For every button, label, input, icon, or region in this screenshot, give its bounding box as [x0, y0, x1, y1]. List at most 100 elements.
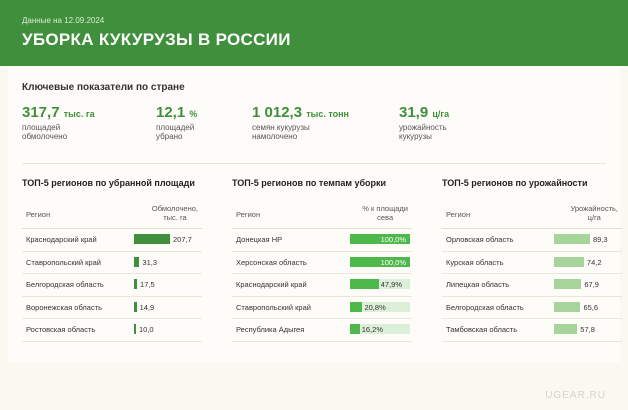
column-header-region: Регион	[26, 210, 51, 219]
column-header-region: Регион	[236, 210, 261, 219]
kpi-desc: намолочено	[252, 132, 298, 141]
kpi-unit: %	[189, 109, 198, 119]
column-header-region: Регион	[446, 210, 471, 219]
value-bar	[350, 324, 360, 334]
column-header-value: Обмолочено, тыс. га	[152, 204, 198, 222]
table-body: Донецкая НР 100,0% Херсонская область 100,0…	[232, 229, 412, 342]
kpi-desc: кукурузы	[399, 132, 432, 141]
value-bar	[350, 301, 363, 312]
table-row: Херсонская область 100,0%	[232, 252, 412, 274]
value-label: 100,0%	[380, 257, 406, 267]
region-name: Краснодарский край	[236, 280, 307, 289]
watermark: UGEAR.RU	[545, 390, 606, 401]
kpi-value: 31,9	[399, 104, 429, 121]
region-name: Тамбовская область	[446, 325, 518, 334]
kpi-unit: тыс. тонн	[306, 109, 349, 119]
column-header-line: % к площади	[362, 204, 408, 213]
region-name: Липецкая область	[446, 280, 510, 289]
value-bar	[134, 256, 140, 267]
kpi-threshed-area: 317,7 тыс. га площадей обмолочено	[22, 104, 112, 141]
table-row: Курская область 74,2	[442, 252, 622, 274]
content-card	[8, 66, 620, 362]
region-name: Орловская область	[446, 235, 514, 244]
column-header-value: Урожайность, ц/га	[570, 204, 618, 222]
table-row: Ростовская область 10,0	[22, 319, 202, 342]
bar-track	[350, 279, 410, 289]
top5-harvested-area-table: ТОП-5 регионов по убранной площади Регио…	[22, 178, 202, 342]
value-label: 100,0%	[380, 235, 406, 244]
kpi-desc: семян кукурузы	[252, 123, 310, 132]
table-row: Липецкая область 67,9	[442, 274, 622, 297]
region-name: Белгородская область	[26, 280, 104, 289]
table-row: Воронежская область 14,9	[22, 297, 202, 319]
column-header-line: сева	[377, 213, 394, 222]
header-banner: Данные на 12.09.2024 УБОРКА КУКУРУЗЫ В Р…	[0, 0, 628, 66]
value-label: 47,9%	[380, 280, 403, 289]
region-name: Воронежская область	[26, 302, 103, 312]
value-bar	[350, 279, 379, 289]
section-divider	[22, 163, 606, 164]
value-bar	[134, 234, 170, 244]
region-name: Белгородская область	[446, 302, 524, 312]
column-header-line: Урожайность,	[570, 204, 618, 213]
table-title: ТОП-5 регионов по убранной площади	[22, 178, 195, 188]
value-bar	[554, 256, 584, 267]
value-bar	[350, 234, 410, 244]
value-label: 14,9	[139, 302, 155, 312]
region-name: Ставропольский край	[26, 257, 101, 267]
data-date: Данные на 12.09.2024	[22, 16, 105, 25]
table-row: Тамбовская область 57,8	[442, 319, 622, 342]
table-row: Краснодарский край 207,7	[22, 229, 202, 252]
table-row: Донецкая НР 100,0%	[232, 229, 412, 252]
kpi-harvested-share: 12,1 % площадей убрано	[156, 104, 246, 141]
value-bar	[554, 279, 582, 289]
table-row: Орловская область 89,3	[442, 229, 622, 252]
table-body: Орловская область 89,3 Курская область 74,2…	[442, 229, 622, 342]
column-header-line: ц/га	[587, 213, 601, 222]
value-label: 57,8	[580, 325, 595, 334]
kpi-desc: убрано	[156, 132, 183, 141]
table-title: ТОП-5 регионов по урожайности	[442, 178, 588, 188]
region-name: Ростовская область	[26, 325, 96, 334]
column-header-line: Обмолочено,	[151, 204, 198, 213]
value-label: 31,3	[142, 257, 158, 267]
page-title: УБОРКА КУКУРУЗЫ В РОССИИ	[22, 30, 291, 49]
column-header-line: тыс. га	[163, 213, 187, 222]
kpi-seeds-threshed: 1 012,3 тыс. тонн семян кукурузы намолоче…	[252, 104, 349, 141]
kpi-value: 12,1	[156, 104, 186, 121]
kpi-value: 317,7	[22, 104, 60, 121]
value-label: 10,0	[139, 325, 154, 334]
table-title: ТОП-5 регионов по темпам уборки	[232, 178, 387, 188]
top5-harvest-pace-table: ТОП-5 регионов по темпам уборки Регион %…	[232, 178, 412, 342]
top5-yield-table: ТОП-5 регионов по урожайности Регион Уро…	[442, 178, 622, 342]
value-label: 16,2%	[361, 325, 383, 334]
value-bar	[134, 301, 137, 312]
region-name: Ставропольский край	[236, 302, 311, 312]
value-bar	[554, 234, 590, 244]
bar-track	[350, 301, 410, 312]
value-bar	[134, 324, 136, 334]
table-row: Белгородская область 17,5	[22, 274, 202, 297]
kpi-desc: обмолочено	[22, 132, 68, 141]
bar-track	[350, 324, 410, 334]
table-header: Регион Обмолочено, тыс. га	[22, 198, 202, 229]
value-label: 17,5	[140, 280, 155, 289]
value-label: 20,8%	[364, 302, 386, 312]
value-bar	[134, 279, 138, 289]
table-header: Регион % к площади сева	[232, 198, 412, 229]
kpi-unit: ц/га	[432, 109, 450, 119]
key-indicators-title: Ключевые показатели по стране	[22, 82, 185, 93]
region-name: Республика Адыгея	[236, 325, 305, 334]
value-label: 67,9	[584, 280, 599, 289]
kpi-desc: урожайность	[399, 123, 447, 132]
region-name: Курская область	[446, 257, 504, 267]
value-bar	[554, 324, 578, 334]
table-row: Ставропольский край 20,8%	[232, 297, 412, 319]
table-body: Краснодарский край 207,7 Ставропольский кр…	[22, 229, 202, 342]
kpi-yield: 31,9 ц/га урожайность кукурузы	[399, 104, 489, 141]
region-name: Донецкая НР	[236, 235, 283, 244]
kpi-value: 1 012,3	[252, 104, 303, 121]
value-label: 89,3	[593, 235, 608, 244]
region-name: Херсонская область	[236, 257, 307, 267]
kpi-unit: тыс. га	[63, 109, 95, 119]
